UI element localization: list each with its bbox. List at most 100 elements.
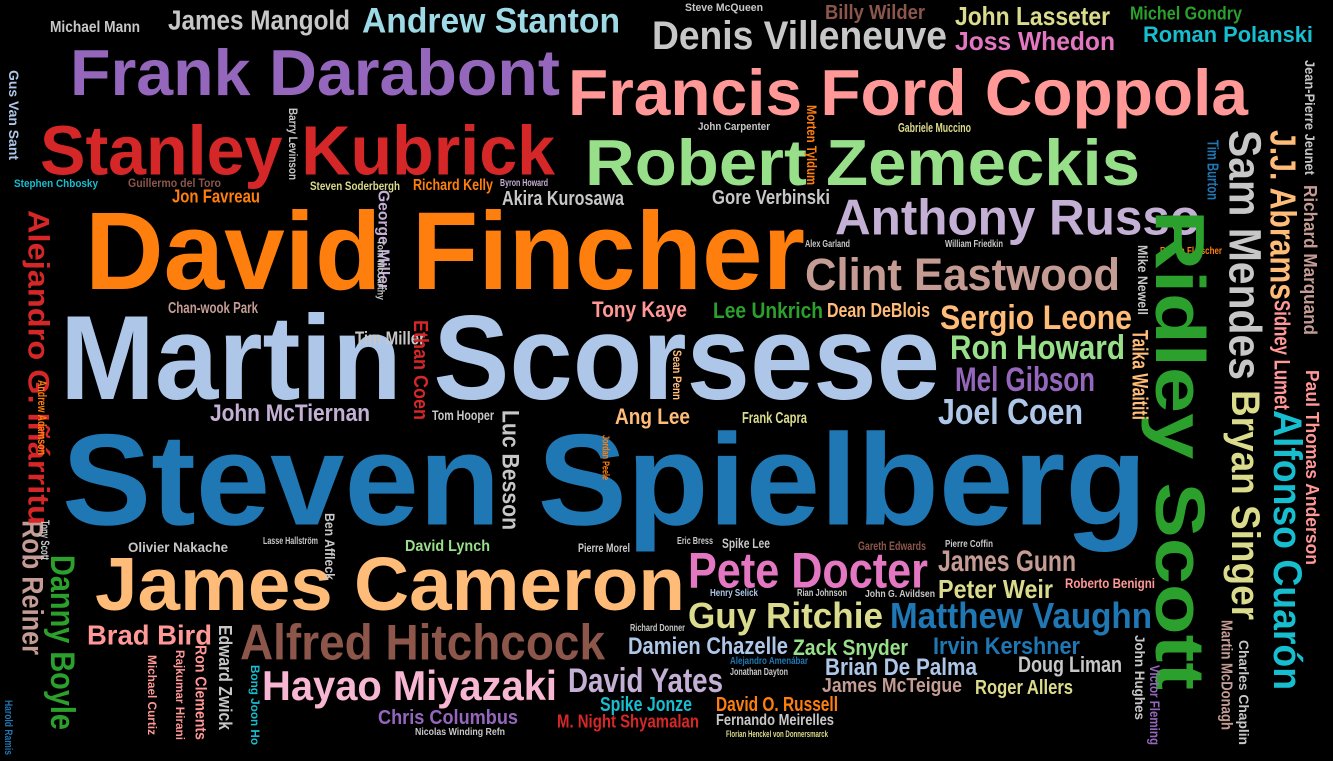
word: Damien Chazelle [628, 633, 788, 660]
word: Andrew Stanton [362, 1, 620, 40]
word: Eric Bress [677, 536, 713, 547]
word: Michael Curtiz [145, 655, 159, 735]
word: John Carpenter [698, 121, 771, 133]
word: Tom Hooper [432, 407, 494, 423]
word: Rian Johnson [797, 588, 847, 599]
word: Sean Penn [670, 350, 684, 400]
word: Byron Howard [500, 178, 548, 189]
word: Ron Clements [192, 645, 209, 740]
word: John Lasseter [955, 1, 1110, 31]
word: Peter Weir [938, 574, 1053, 604]
word: Doug Liman [1018, 652, 1122, 677]
word: Guy Ritchie [688, 595, 883, 636]
word: Ethan Coen [409, 320, 431, 420]
word: Ang Lee [615, 404, 690, 429]
word: Francis Ford Coppola [568, 56, 1249, 129]
word: David Fincher [85, 190, 805, 313]
word: Jon Favreau [172, 187, 260, 207]
word: Richard Marquand [1300, 185, 1320, 335]
word: Andrew Adamson [35, 380, 49, 455]
word: M. Night Shyamalan [557, 712, 699, 732]
word: Steven Spielberg [62, 407, 1147, 553]
word: J.J. Abrams [1263, 130, 1304, 300]
word: William Friedkin [945, 239, 1003, 250]
word: Denis Villeneuve [652, 14, 947, 58]
word: Tim Miller [355, 329, 425, 349]
word: Roberto Benigni [1065, 575, 1155, 591]
word: Stephen Chbosky [14, 178, 99, 190]
word: Anthony Russo [835, 190, 1200, 246]
word: Jean-Pierre Jeunet [1302, 60, 1318, 175]
word: Hayao Miyazaki [262, 662, 557, 709]
word: Sergio Leone [940, 299, 1132, 337]
word: Guillermo del Toro [128, 176, 221, 190]
word: Lee Unkrich [713, 298, 823, 323]
word: Gabriele Muccino [898, 120, 971, 135]
word: Charles Chaplin [1236, 640, 1252, 745]
word: Barry Levinson [286, 108, 300, 180]
word: Irvin Kershner [933, 633, 1080, 660]
word: Nicolas Winding Refn [415, 727, 505, 738]
word: Alfonso Cuarón [1265, 410, 1309, 690]
word: Pete Docter [688, 543, 928, 599]
word: Gore Verbinski [712, 187, 830, 209]
word: Matthew Vaughn [890, 595, 1152, 636]
word: Steve McQueen [685, 2, 763, 14]
word: Martin Scorsese [60, 291, 940, 425]
word: James Mangold [168, 5, 350, 36]
word: Michel Gondry [1130, 4, 1242, 24]
word: Brian De Palma [825, 654, 978, 681]
word: Roman Polanski [1143, 22, 1313, 47]
word: Zack Snyder [793, 635, 908, 660]
word: Alex Garland [805, 239, 850, 250]
word: Lasse Hallström [263, 536, 318, 547]
word: Ridley Scott [1141, 210, 1219, 690]
word: Luc Besson [497, 410, 524, 530]
word: Taika Waititi [1128, 330, 1153, 420]
word: John Hughes [1132, 635, 1148, 720]
word: John McTiernan [210, 400, 370, 427]
word: Gareth Edwards [858, 539, 926, 553]
word: Victor Fleming [1147, 665, 1163, 745]
word: Joss Whedon [955, 26, 1115, 56]
word: Jordan Peele [600, 435, 611, 480]
word: Robert Zemeckis [585, 126, 1140, 199]
word: James McTeigue [822, 675, 962, 697]
word: Edward Zwick [215, 625, 235, 731]
word: Mike Newell [1135, 245, 1151, 315]
word: Alejandro G. Iñárritu [22, 210, 55, 525]
word: Tom McCarthy [375, 240, 386, 300]
word: Akira Kurosawa [502, 188, 625, 210]
word: David O. Russell [716, 694, 838, 716]
word: Alfred Hitchcock [240, 615, 605, 671]
word: Danny Boyle [43, 555, 81, 730]
word: Sam Mendes [1220, 130, 1271, 380]
word: Olivier Nakache [128, 539, 228, 555]
word: David Yates [568, 662, 723, 700]
word: Henry Selick [710, 588, 758, 599]
word: Gus Van Sant [6, 70, 22, 160]
word: Dean DeBlois [827, 300, 930, 322]
word: George Miller [375, 190, 392, 290]
word: Steven Soderbergh [310, 179, 400, 193]
word: Richard Kelly [413, 177, 493, 194]
word: James Gunn [938, 545, 1076, 578]
word: Tony Scott [38, 520, 52, 560]
word: Joel Coen [938, 391, 1083, 432]
word: Pierre Morel [578, 541, 630, 555]
word: Tim Burton [1204, 140, 1221, 200]
word: Stanley Kubrick [40, 112, 555, 190]
word: Mel Gibson [955, 361, 1095, 399]
word: Harold Ramis [2, 700, 14, 755]
word: Ruben Fleischer [1160, 246, 1222, 257]
word: Frank Capra [742, 410, 807, 427]
word: Florian Henckel von Donnersmarck [726, 729, 829, 739]
word: Fernando Meirelles [716, 712, 834, 729]
word: Frank Darabont [70, 36, 560, 109]
word: James Cameron [95, 542, 685, 626]
word: Michael Mann [50, 19, 140, 36]
word: Pierre Coffin [945, 539, 993, 550]
word: Paul Thomas Anderson [1302, 370, 1322, 565]
